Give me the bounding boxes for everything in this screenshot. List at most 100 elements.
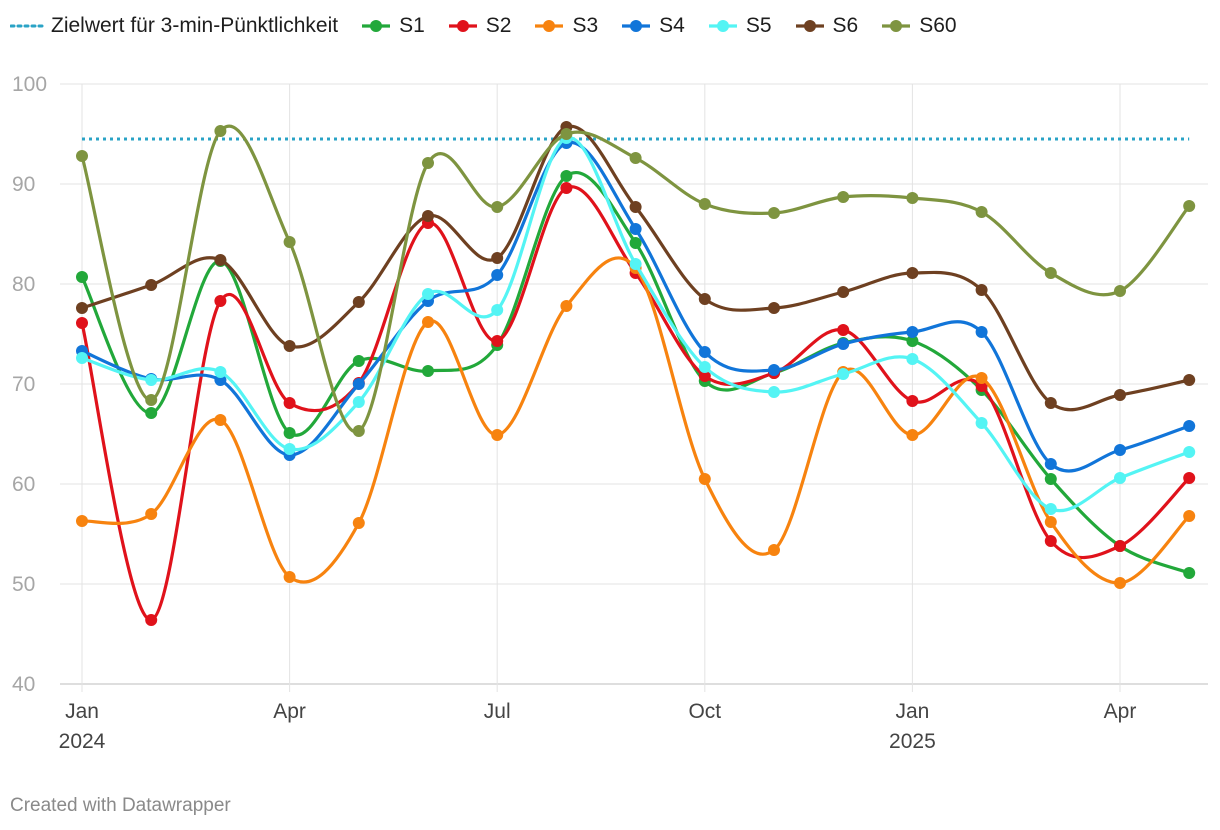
data-point[interactable] [698, 361, 711, 373]
data-point[interactable] [145, 279, 158, 291]
data-point[interactable] [1044, 503, 1057, 515]
data-point[interactable] [1183, 374, 1196, 386]
data-point[interactable] [698, 346, 711, 358]
data-point[interactable] [214, 414, 227, 426]
data-point[interactable] [629, 201, 642, 213]
data-point[interactable] [76, 150, 88, 162]
data-point[interactable] [837, 338, 850, 350]
data-point[interactable] [906, 429, 919, 441]
data-point[interactable] [76, 271, 88, 283]
data-point[interactable] [837, 286, 850, 298]
data-point[interactable] [283, 397, 296, 409]
data-point[interactable] [768, 544, 780, 556]
data-point[interactable] [768, 207, 780, 219]
data-point[interactable] [768, 302, 780, 314]
data-point[interactable] [422, 210, 434, 222]
data-point[interactable] [1183, 200, 1196, 212]
data-point[interactable] [768, 386, 780, 398]
data-point[interactable] [491, 201, 504, 213]
data-point[interactable] [629, 223, 642, 235]
data-point[interactable] [283, 340, 296, 352]
data-point[interactable] [1183, 420, 1196, 432]
legend-item-s6[interactable]: S6 [794, 14, 858, 38]
data-point[interactable] [1183, 510, 1196, 522]
data-point[interactable] [1183, 446, 1196, 458]
legend-item-s1[interactable]: S1 [360, 14, 425, 38]
legend-item-s2[interactable]: S2 [447, 14, 511, 38]
data-point[interactable] [975, 417, 988, 429]
data-point[interactable] [1114, 285, 1126, 297]
data-point[interactable] [214, 254, 227, 266]
data-point[interactable] [76, 515, 88, 527]
data-point[interactable] [76, 352, 88, 364]
data-point[interactable] [214, 366, 227, 378]
data-point[interactable] [1183, 567, 1196, 579]
data-point[interactable] [76, 302, 88, 314]
data-point[interactable] [1044, 458, 1057, 470]
data-point[interactable] [76, 317, 88, 329]
data-point[interactable] [422, 288, 434, 300]
data-point[interactable] [491, 304, 504, 316]
data-point[interactable] [145, 394, 158, 406]
data-point[interactable] [1183, 472, 1196, 484]
data-point[interactable] [837, 368, 850, 380]
data-point[interactable] [560, 170, 573, 182]
data-point[interactable] [768, 364, 780, 376]
data-point[interactable] [214, 295, 227, 307]
legend-item-s3[interactable]: S3 [533, 14, 598, 38]
data-point[interactable] [629, 258, 642, 270]
data-point[interactable] [491, 252, 504, 264]
data-point[interactable] [352, 425, 365, 437]
data-point[interactable] [837, 191, 850, 203]
legend-item-s5[interactable]: S5 [707, 14, 772, 38]
data-point[interactable] [352, 355, 365, 367]
legend-item-s60[interactable]: S60 [880, 14, 957, 38]
data-point[interactable] [145, 614, 158, 626]
data-point[interactable] [698, 293, 711, 305]
data-point[interactable] [698, 198, 711, 210]
data-point[interactable] [975, 326, 988, 338]
data-point[interactable] [906, 192, 919, 204]
data-point[interactable] [1114, 540, 1126, 552]
data-point[interactable] [906, 395, 919, 407]
data-point[interactable] [560, 300, 573, 312]
data-point[interactable] [352, 296, 365, 308]
data-point[interactable] [491, 269, 504, 281]
data-point[interactable] [906, 267, 919, 279]
data-point[interactable] [906, 353, 919, 365]
data-point[interactable] [352, 396, 365, 408]
data-point[interactable] [629, 237, 642, 249]
data-point[interactable] [283, 443, 296, 455]
data-point[interactable] [560, 182, 573, 194]
data-point[interactable] [560, 128, 573, 140]
data-point[interactable] [837, 324, 850, 336]
legend-item-target[interactable]: Zielwert für 3-min-Pünktlichkeit [10, 14, 338, 38]
data-point[interactable] [975, 372, 988, 384]
data-point[interactable] [975, 284, 988, 296]
data-point[interactable] [422, 157, 434, 169]
data-point[interactable] [145, 508, 158, 520]
data-point[interactable] [214, 125, 227, 137]
data-point[interactable] [1044, 535, 1057, 547]
data-point[interactable] [422, 316, 434, 328]
legend-item-s4[interactable]: S4 [620, 14, 685, 38]
data-point[interactable] [1114, 577, 1126, 589]
data-point[interactable] [1114, 444, 1126, 456]
data-point[interactable] [145, 374, 158, 386]
data-point[interactable] [1044, 267, 1057, 279]
data-point[interactable] [1044, 473, 1057, 485]
data-point[interactable] [1114, 389, 1126, 401]
data-point[interactable] [1114, 472, 1126, 484]
data-point[interactable] [975, 206, 988, 218]
data-point[interactable] [145, 407, 158, 419]
data-point[interactable] [698, 370, 711, 382]
data-point[interactable] [283, 571, 296, 583]
data-point[interactable] [283, 236, 296, 248]
data-point[interactable] [1044, 397, 1057, 409]
data-point[interactable] [283, 427, 296, 439]
data-point[interactable] [629, 152, 642, 164]
data-point[interactable] [491, 335, 504, 347]
data-point[interactable] [352, 378, 365, 390]
data-point[interactable] [906, 326, 919, 338]
data-point[interactable] [352, 517, 365, 529]
